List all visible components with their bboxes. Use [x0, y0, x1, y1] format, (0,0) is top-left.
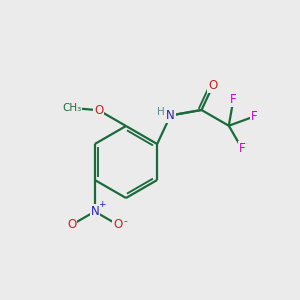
- Text: -: -: [124, 216, 128, 226]
- Text: O: O: [113, 218, 123, 231]
- Text: CH₃: CH₃: [62, 103, 82, 113]
- Text: +: +: [99, 200, 106, 209]
- Text: O: O: [94, 104, 103, 117]
- Text: N: N: [166, 109, 175, 122]
- Text: F: F: [230, 93, 237, 106]
- Text: F: F: [250, 110, 257, 123]
- Text: H: H: [157, 107, 165, 117]
- Text: F: F: [239, 142, 245, 155]
- Text: O: O: [67, 218, 76, 231]
- Text: N: N: [90, 205, 99, 218]
- Text: O: O: [208, 79, 218, 92]
